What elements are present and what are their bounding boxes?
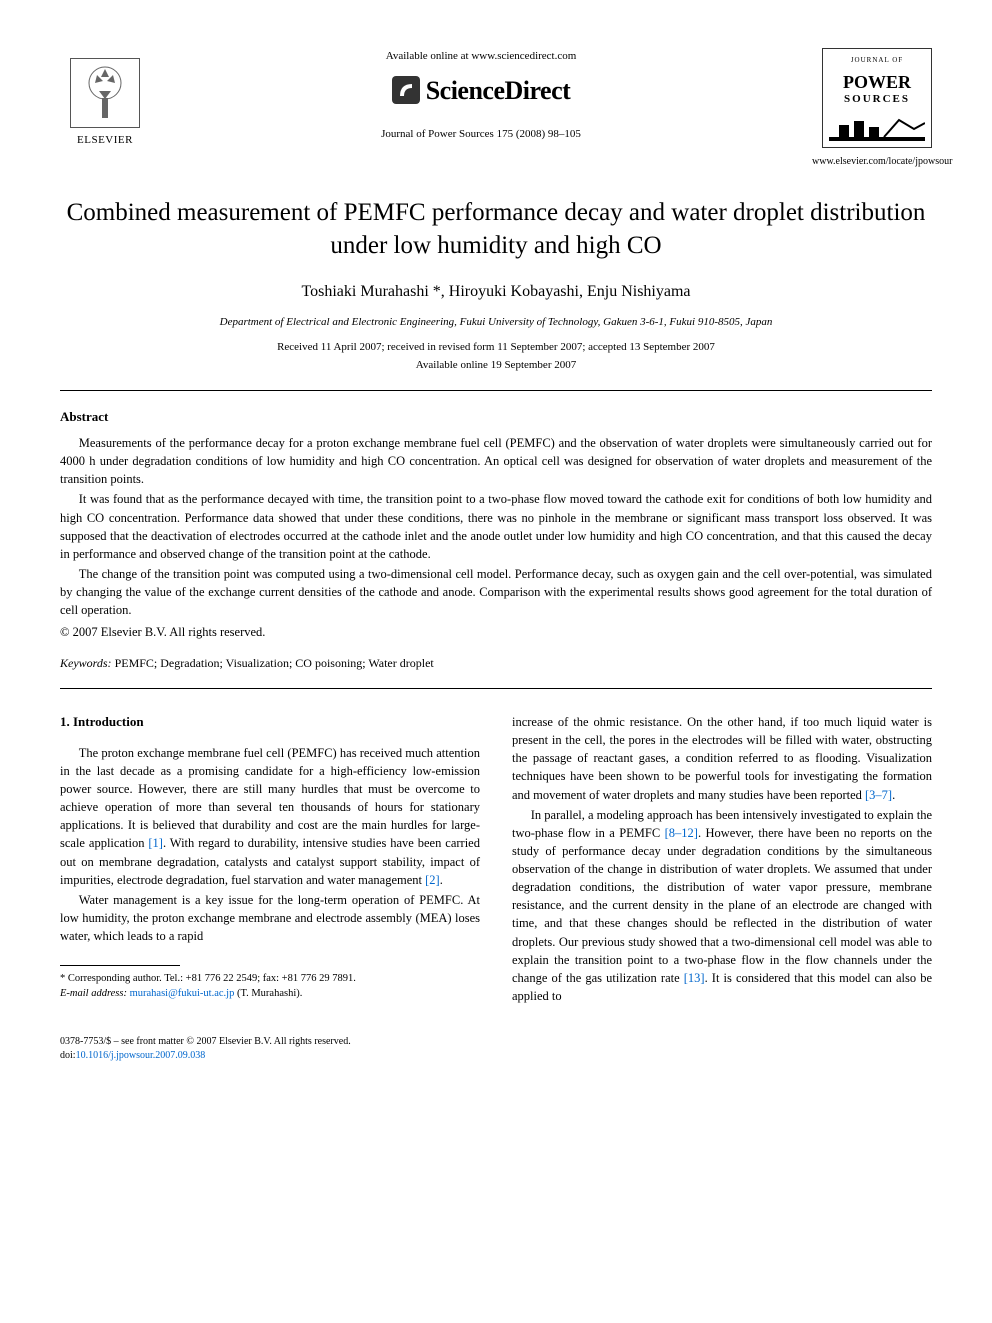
abstract-p3: The change of the transition point was c… <box>60 565 932 619</box>
article-title: Combined measurement of PEMFC performanc… <box>60 197 932 262</box>
dates-available: Available online 19 September 2007 <box>60 357 932 374</box>
intro-p1-text-c: . <box>440 873 443 887</box>
ref-link-1[interactable]: [1] <box>148 836 163 850</box>
intro-right-p2: In parallel, a modeling approach has bee… <box>512 806 932 1005</box>
column-left: 1. Introduction The proton exchange memb… <box>60 713 480 1007</box>
abstract-heading: Abstract <box>60 407 932 427</box>
journal-reference: Journal of Power Sources 175 (2008) 98–1… <box>170 126 792 143</box>
intro-p1: The proton exchange membrane fuel cell (… <box>60 744 480 889</box>
journal-logo-box: JOURNAL OF POWER SOURCES <box>822 48 932 148</box>
abstract-p1: Measurements of the performance decay fo… <box>60 434 932 488</box>
abstract-section: Abstract Measurements of the performance… <box>60 407 932 643</box>
keywords-text: PEMFC; Degradation; Visualization; CO po… <box>112 656 434 670</box>
journal-logo-sources: SOURCES <box>829 91 925 108</box>
doi-prefix: doi: <box>60 1050 76 1061</box>
section-1-heading: 1. Introduction <box>60 713 480 732</box>
footnote-email-suffix: (T. Murahashi). <box>234 988 302 999</box>
intro-p1-cont: increase of the ohmic resistance. On the… <box>512 713 932 804</box>
front-matter-line: 0378-7753/$ – see front matter © 2007 El… <box>60 1035 932 1049</box>
intro-right-p2-b: . However, there have been no reports on… <box>512 826 932 985</box>
keywords-line: Keywords: PEMFC; Degradation; Visualizat… <box>60 654 932 672</box>
available-online-text: Available online at www.sciencedirect.co… <box>170 48 792 65</box>
footnote-email: E-mail address: murahasi@fukui-ut.ac.jp … <box>60 987 480 1002</box>
center-header: Available online at www.sciencedirect.co… <box>150 48 812 142</box>
ref-link-8-12[interactable]: [8–12] <box>665 826 698 840</box>
bottom-meta: 0378-7753/$ – see front matter © 2007 El… <box>60 1035 932 1063</box>
footnote-email-link[interactable]: murahasi@fukui-ut.ac.jp <box>130 988 235 999</box>
journal-logo-block: JOURNAL OF POWER SOURCES www.elsevier.co… <box>812 48 932 169</box>
ref-link-2[interactable]: [2] <box>425 873 440 887</box>
dates-received: Received 11 April 2007; received in revi… <box>60 339 932 356</box>
sciencedirect-logo: ScienceDirect <box>392 71 571 110</box>
abstract-p2: It was found that as the performance dec… <box>60 490 932 563</box>
elsevier-logo: ELSEVIER <box>60 48 150 148</box>
sciencedirect-icon <box>392 76 420 104</box>
affiliation: Department of Electrical and Electronic … <box>60 314 932 331</box>
doi-link[interactable]: 10.1016/j.jpowsour.2007.09.038 <box>76 1050 206 1061</box>
ref-link-3-7[interactable]: [3–7] <box>865 788 892 802</box>
footnote-corresponding: * Corresponding author. Tel.: +81 776 22… <box>60 972 480 987</box>
doi-line: doi:10.1016/j.jpowsour.2007.09.038 <box>60 1049 932 1063</box>
column-right: increase of the ohmic resistance. On the… <box>512 713 932 1007</box>
intro-p2: Water management is a key issue for the … <box>60 891 480 945</box>
footnote-rule <box>60 965 180 966</box>
ref-link-13[interactable]: [13] <box>684 971 705 985</box>
intro-p1-text-a: The proton exchange membrane fuel cell (… <box>60 746 480 851</box>
header-row: ELSEVIER Available online at www.science… <box>60 48 932 169</box>
keywords-label: Keywords: <box>60 656 112 670</box>
authors: Toshiaki Murahashi *, Hiroyuki Kobayashi… <box>60 280 932 304</box>
footnote-email-label: E-mail address: <box>60 988 127 999</box>
journal-logo-graphic-icon <box>829 115 925 141</box>
journal-logo-power: POWER <box>829 73 925 91</box>
intro-right-p1-b: . <box>892 788 895 802</box>
abstract-copyright: © 2007 Elsevier B.V. All rights reserved… <box>60 623 932 642</box>
body-columns: 1. Introduction The proton exchange memb… <box>60 713 932 1007</box>
rule-top <box>60 390 932 391</box>
journal-logo-top: JOURNAL OF <box>829 55 925 66</box>
sciencedirect-text: ScienceDirect <box>426 71 571 110</box>
elsevier-label: ELSEVIER <box>77 132 133 149</box>
rule-bottom <box>60 688 932 689</box>
elsevier-tree-icon <box>70 58 140 128</box>
journal-url: www.elsevier.com/locate/jpowsour <box>812 154 932 169</box>
